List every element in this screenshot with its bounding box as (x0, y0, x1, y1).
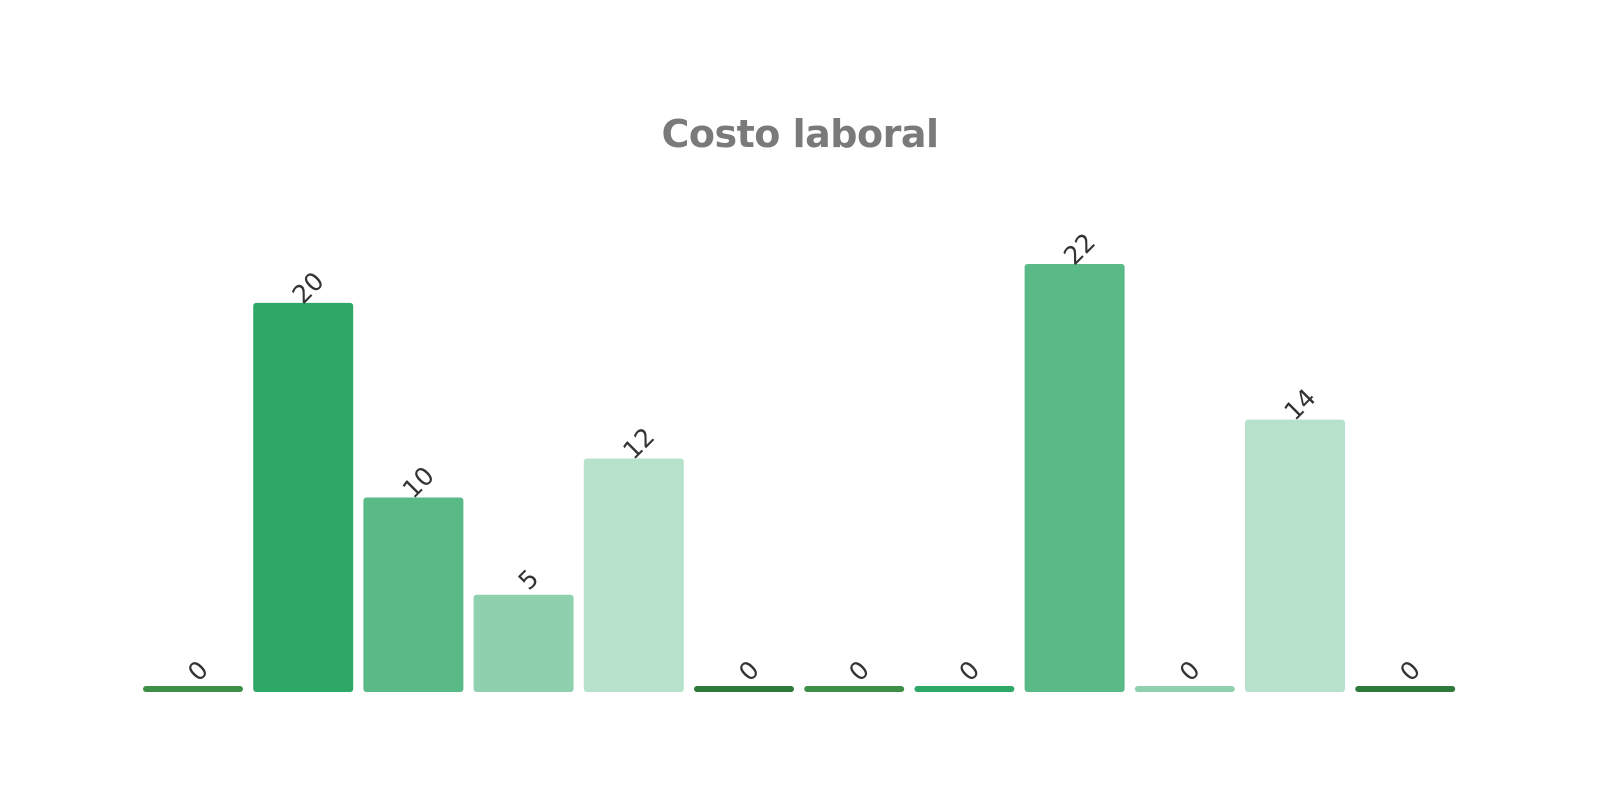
data-label: 10 (397, 461, 440, 504)
bar (1355, 686, 1456, 692)
data-label: 0 (182, 655, 214, 687)
bar (804, 686, 905, 692)
data-label: 20 (287, 266, 330, 309)
bar (363, 497, 464, 692)
chart-title: Costo laboral (661, 112, 940, 156)
data-label: 5 (513, 564, 545, 596)
data-label: 0 (733, 655, 765, 687)
data-label: 12 (617, 422, 660, 465)
bar (583, 458, 684, 692)
bar (1024, 264, 1125, 692)
bar (473, 594, 574, 692)
bar (253, 302, 354, 692)
bar (143, 686, 243, 692)
bar (694, 686, 794, 692)
bar (1245, 419, 1345, 692)
data-label: 14 (1278, 383, 1321, 426)
data-label: 22 (1058, 227, 1101, 270)
bar (1134, 686, 1235, 692)
bar (914, 686, 1015, 692)
data-label: 0 (1394, 655, 1426, 687)
data-label: 0 (843, 655, 875, 687)
data-label: 0 (1174, 655, 1206, 687)
data-label: 0 (953, 655, 985, 687)
